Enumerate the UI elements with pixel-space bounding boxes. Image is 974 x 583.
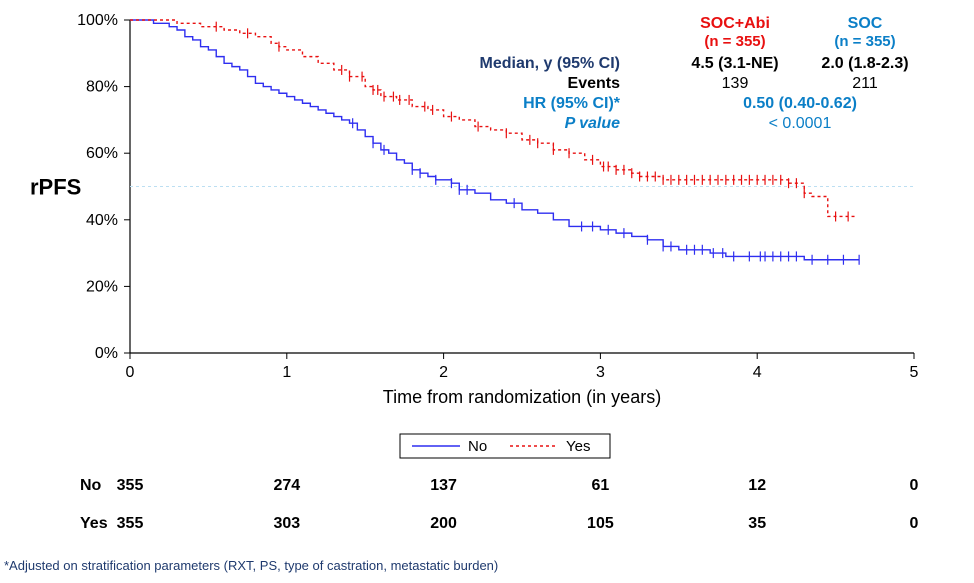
stats-value: 211	[852, 75, 878, 92]
stats-header-n: (n = 355)	[704, 33, 765, 50]
y-tick-label: 60%	[86, 145, 118, 162]
y-tick-label: 0%	[95, 345, 118, 362]
km-chart: 0%20%40%60%80%100%012345Time from random…	[0, 0, 974, 583]
risk-value: 355	[117, 477, 144, 494]
y-tick-label: 100%	[77, 12, 118, 29]
risk-value: 61	[592, 477, 610, 494]
stats-label: Events	[568, 75, 621, 92]
risk-value: 303	[273, 515, 300, 532]
x-tick-label: 1	[282, 364, 291, 381]
stats-value: < 0.0001	[769, 115, 832, 132]
risk-row-label: Yes	[80, 515, 108, 532]
y-axis-label: rPFS	[30, 175, 81, 200]
legend-label-no: No	[468, 438, 487, 455]
x-tick-label: 2	[439, 364, 448, 381]
stats-value: 0.50 (0.40-0.62)	[743, 95, 857, 112]
risk-value: 0	[910, 477, 919, 494]
risk-value: 0	[910, 515, 919, 532]
footnote: *Adjusted on stratification parameters (…	[4, 558, 498, 573]
stats-header: SOC	[848, 15, 883, 32]
y-tick-label: 20%	[86, 278, 118, 295]
stats-header: SOC+Abi	[700, 15, 770, 32]
risk-value: 35	[748, 515, 766, 532]
stats-label: P value	[565, 115, 621, 132]
stats-value: 4.5 (3.1-NE)	[691, 55, 778, 72]
legend-label-yes: Yes	[566, 438, 590, 455]
y-tick-label: 80%	[86, 79, 118, 96]
stats-value: 2.0 (1.8-2.3)	[821, 55, 908, 72]
y-tick-label: 40%	[86, 212, 118, 229]
stats-value: 139	[722, 75, 749, 92]
risk-value: 274	[273, 477, 300, 494]
x-tick-label: 4	[753, 364, 762, 381]
x-tick-label: 5	[910, 364, 919, 381]
risk-value: 137	[430, 477, 457, 494]
risk-row-label: No	[80, 477, 102, 494]
risk-value: 12	[748, 477, 766, 494]
risk-value: 105	[587, 515, 614, 532]
stats-header-n: (n = 355)	[834, 33, 895, 50]
risk-value: 355	[117, 515, 144, 532]
stats-label: Median, y (95% CI)	[480, 55, 620, 72]
x-axis-label: Time from randomization (in years)	[383, 387, 661, 407]
x-tick-label: 3	[596, 364, 605, 381]
risk-value: 200	[430, 515, 457, 532]
x-tick-label: 0	[126, 364, 135, 381]
stats-label: HR (95% CI)*	[523, 95, 621, 112]
